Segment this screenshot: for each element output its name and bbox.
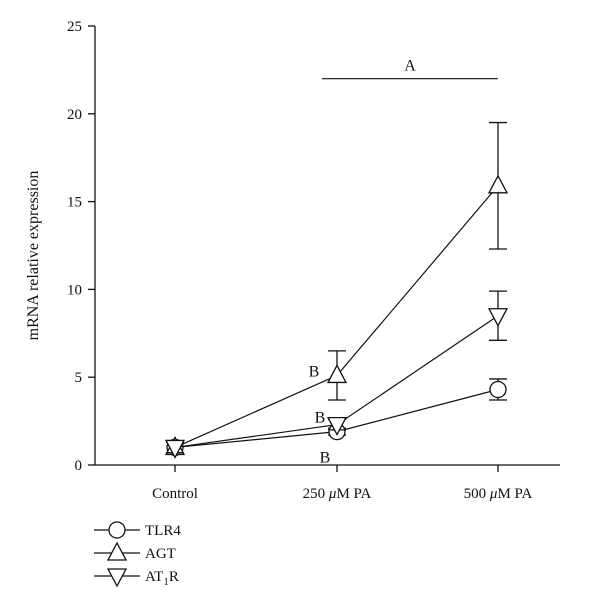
x-tick-label: 500 μM PA <box>464 486 533 502</box>
x-tick-label-part: 250 <box>303 486 329 502</box>
legend-label-base: AGT <box>145 546 176 562</box>
x-tick-label-part: M PA <box>497 486 532 502</box>
legend-label-sub: 1 <box>163 576 169 588</box>
x-tick-label-mu: μ <box>489 486 498 502</box>
y-tick-label: 15 <box>67 195 82 211</box>
legend-label-tail: R <box>169 569 179 585</box>
y-tick-label: 5 <box>75 370 83 386</box>
legend-label-base: AT <box>145 569 163 585</box>
series-at1r <box>164 290 509 459</box>
x-tick-labels: Control 250 μM PA 500 μM PA <box>152 465 532 502</box>
x-tick-label-part: Control <box>152 486 198 502</box>
y-tick-label: 0 <box>75 458 83 474</box>
x-tick-label: Control <box>152 486 198 502</box>
x-tick-label: 250 μM PA <box>303 486 372 502</box>
significance-label: B <box>320 450 331 467</box>
x-tick-label-mu: μ <box>328 486 337 502</box>
legend-label-agt: AGT <box>145 546 176 562</box>
legend-marker-tlr4 <box>108 521 126 539</box>
legend-marker-agt <box>106 541 128 561</box>
x-tick-label-part: M PA <box>336 486 371 502</box>
legend: TLR4 AGT AT1R <box>94 521 181 588</box>
point-at1r <box>164 439 186 459</box>
x-tick-label-part: 500 <box>464 486 490 502</box>
y-tick-label: 20 <box>67 107 82 123</box>
legend-label-base: TLR4 <box>145 523 181 539</box>
series-agt <box>164 121 509 456</box>
significance-label: A <box>404 58 416 75</box>
legend-label-tlr4: TLR4 <box>145 523 181 539</box>
y-axis-title: mRNA relative expression <box>25 171 42 341</box>
annotations: A B B B <box>309 58 498 467</box>
point-agt <box>487 174 509 194</box>
series-line-agt <box>174 185 499 448</box>
legend-marker-at1r <box>106 568 128 588</box>
significance-label: B <box>309 363 320 380</box>
y-ticks: 0 5 10 15 20 25 <box>67 19 95 474</box>
point-at1r <box>326 416 348 437</box>
point-tlr4 <box>489 380 507 399</box>
y-tick-label: 25 <box>67 19 82 35</box>
legend-label-at1r: AT1R <box>145 569 179 588</box>
legend-item-tlr4: TLR4 <box>94 521 181 539</box>
point-at1r <box>487 308 509 328</box>
legend-item-agt: AGT <box>94 541 176 562</box>
series-group <box>164 121 509 459</box>
point-agt <box>326 364 348 384</box>
legend-item-at1r: AT1R <box>94 568 179 588</box>
axes <box>94 26 560 466</box>
y-tick-label: 10 <box>67 282 82 298</box>
significance-label: B <box>315 410 326 427</box>
